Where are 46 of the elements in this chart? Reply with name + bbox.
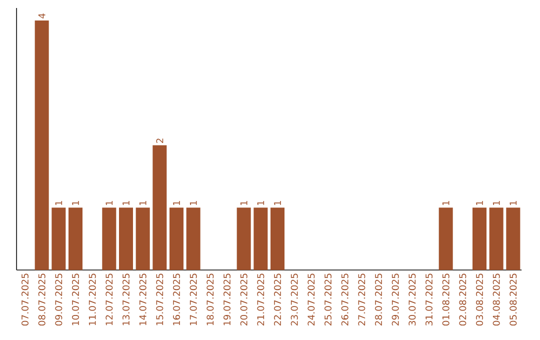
x-tick-label: 15.07.2025 <box>156 274 164 326</box>
x-tick-label: 17.07.2025 <box>190 274 197 326</box>
data-label: 1 <box>190 200 197 206</box>
data-label: 1 <box>122 200 130 206</box>
data-label: 1 <box>72 200 79 206</box>
data-label: 1 <box>106 200 113 206</box>
x-tick-label: 28.07.2025 <box>374 274 382 326</box>
data-label: 1 <box>240 200 248 206</box>
x-tick-label: 31.07.2025 <box>425 274 433 326</box>
x-tick-label: 05.08.2025 <box>510 274 517 326</box>
data-label: 2 <box>156 138 164 143</box>
x-tick-label: 27.07.2025 <box>358 274 366 326</box>
data-label: 1 <box>510 200 517 206</box>
x-tick-label: 09.07.2025 <box>55 274 62 326</box>
data-label: 1 <box>442 200 450 206</box>
x-tick-label: 21.07.2025 <box>257 274 264 326</box>
x-tick-label: 11.07.2025 <box>88 274 96 326</box>
data-label: 1 <box>257 200 264 206</box>
x-tick-label: 18.07.2025 <box>206 274 214 326</box>
x-tick-label: 23.07.2025 <box>290 274 298 326</box>
x-tick-label: 16.07.2025 <box>172 274 180 326</box>
x-tick-label: 19.07.2025 <box>223 274 231 326</box>
data-label: 1 <box>492 200 500 206</box>
data-label: 1 <box>274 200 281 206</box>
data-label: 1 <box>173 200 180 206</box>
data-label: 1 <box>476 200 483 206</box>
x-tick-label: 03.08.2025 <box>476 274 484 326</box>
x-tick-label: 25.07.2025 <box>324 274 332 326</box>
data-label: 1 <box>139 200 146 206</box>
x-tick-label: 26.07.2025 <box>341 274 348 326</box>
x-tick-label: 07.07.2025 <box>21 274 29 326</box>
x-tick-label: 24.07.2025 <box>308 274 315 326</box>
x-tick-label: 08.07.2025 <box>38 274 46 326</box>
data-label: 1 <box>55 200 62 206</box>
x-tick-label: 20.07.2025 <box>240 274 248 326</box>
data-label: 4 <box>38 13 46 18</box>
x-tick-label: 04.08.2025 <box>492 274 500 326</box>
x-tick-label: 01.08.2025 <box>442 274 450 326</box>
x-tick-label: 22.07.2025 <box>274 274 282 326</box>
x-tick-label: 14.07.2025 <box>139 274 146 326</box>
x-tick-label: 30.07.2025 <box>408 274 416 326</box>
x-tick-label: 02.08.2025 <box>459 274 466 326</box>
x-tick-label: 10.07.2025 <box>72 274 80 326</box>
x-tick-label: 13.07.2025 <box>122 274 130 326</box>
x-tick-label: 29.07.2025 <box>392 274 399 326</box>
x-tick-label: 12.07.2025 <box>106 274 113 326</box>
